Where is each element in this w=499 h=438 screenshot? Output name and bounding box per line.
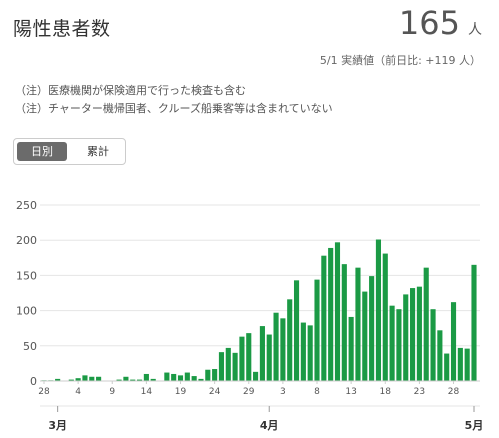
bar: [123, 376, 129, 381]
bar: [253, 371, 259, 381]
month-label: 3月: [48, 419, 67, 432]
current-value-unit: 人: [468, 22, 482, 38]
bar: [471, 264, 477, 381]
bar: [403, 294, 409, 381]
bar: [410, 288, 416, 381]
x-tick-label: 19: [175, 387, 187, 397]
bar: [416, 286, 422, 381]
bar: [396, 309, 402, 381]
value-subline: 5/1 実績値（前日比: +119 人）: [319, 54, 481, 67]
bar: [96, 376, 102, 381]
month-label: 4月: [260, 419, 279, 432]
x-tick-label: 23: [414, 387, 425, 397]
bar: [191, 376, 197, 381]
bar: [89, 376, 95, 381]
x-tick-label: 18: [380, 387, 392, 397]
bar: [259, 326, 265, 381]
bar: [177, 375, 184, 381]
bar: [218, 352, 225, 381]
bar: [130, 379, 136, 381]
daily-cases-bar-chart: 0 50 100 150 200 250 28 4 9 14 19 24 29 3 8 13 18 23 28 3月 4…: [16, 199, 484, 432]
bar: [314, 279, 320, 381]
y-tick-label: 250: [16, 199, 37, 212]
x-tick-label: 28: [38, 387, 50, 397]
bar: [184, 372, 190, 381]
x-tick-label: 28: [448, 387, 460, 397]
bar: [457, 347, 463, 381]
bar: [225, 347, 231, 381]
y-tick-label: 200: [16, 234, 37, 247]
bar: [321, 255, 327, 381]
x-tick-label: 9: [109, 387, 115, 397]
note-line-2: （注）チャーター機帰国者、クルーズ船乗客等は含まれていない: [15, 102, 333, 115]
x-tick-label: 4: [75, 387, 81, 397]
bar: [171, 373, 177, 381]
cumulative-toggle-button[interactable]: 累計: [87, 145, 109, 158]
bar: [423, 267, 429, 381]
bar: [348, 316, 354, 381]
bar: [362, 291, 368, 381]
bar: [444, 353, 450, 381]
bar: [116, 379, 122, 381]
bar: [266, 334, 272, 381]
bar: [375, 239, 382, 381]
page-title: 陽性患者数: [13, 18, 111, 40]
x-tick-label: 8: [314, 387, 320, 397]
bar: [68, 379, 74, 381]
bar: [212, 369, 218, 381]
x-tick-label: 14: [141, 387, 153, 397]
bar: [82, 375, 88, 381]
current-value-number: 165: [398, 4, 460, 42]
daily-toggle-button[interactable]: 日別: [17, 142, 67, 161]
bar: [280, 318, 286, 381]
bar: [464, 348, 470, 381]
y-tick-label: 50: [23, 340, 37, 353]
x-tick-label: 24: [209, 387, 221, 397]
bar: [450, 302, 457, 381]
bar: [341, 264, 347, 381]
x-tick-label: 3: [280, 387, 286, 397]
bar: [143, 373, 149, 381]
bar: [389, 305, 395, 381]
bar: [300, 322, 306, 381]
current-value: 165 人: [399, 4, 482, 42]
bar: [150, 378, 156, 381]
y-tick-label: 0: [30, 375, 37, 388]
bar: [430, 309, 436, 381]
bar: [136, 379, 143, 381]
x-tick-label: 13: [345, 387, 356, 397]
x-tick-label: 29: [243, 387, 255, 397]
bar: [164, 372, 170, 381]
month-label: 5月: [465, 419, 484, 432]
bar: [328, 247, 334, 381]
note-line-1: （注）医療機関が保険適用で行った検査も含む: [15, 84, 246, 97]
bar: [437, 330, 443, 381]
bar: [55, 378, 61, 381]
bar: [246, 333, 252, 381]
view-toggle: 日別 累計: [13, 138, 126, 165]
bar: [293, 280, 300, 381]
bar: [75, 378, 81, 381]
bar: [307, 325, 313, 381]
y-tick-label: 100: [16, 305, 37, 318]
bar: [382, 253, 388, 381]
bar: [273, 312, 279, 381]
bar: [369, 276, 375, 381]
bar: [239, 336, 245, 381]
bar: [355, 267, 361, 381]
bar: [334, 242, 341, 381]
bar: [205, 369, 211, 381]
bar: [287, 299, 293, 381]
bar: [232, 352, 238, 381]
y-tick-label: 150: [16, 269, 37, 282]
bar: [198, 378, 204, 381]
